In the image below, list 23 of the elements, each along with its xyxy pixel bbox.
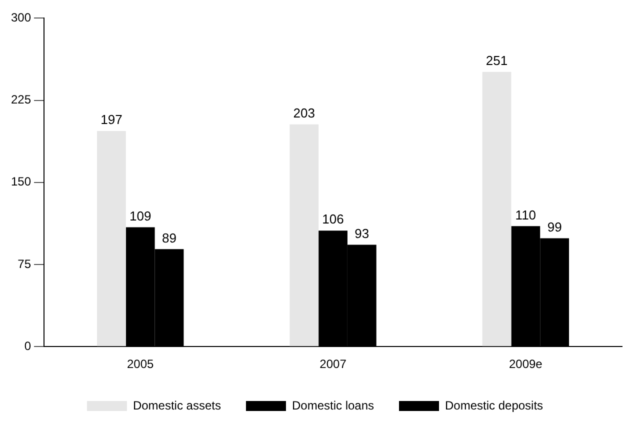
y-tick-label: 300 (10, 10, 32, 25)
bar (482, 72, 512, 346)
data-label: 110 (515, 207, 536, 222)
bar (290, 124, 319, 346)
data-label: 99 (547, 219, 562, 234)
y-tick-label: 225 (10, 92, 32, 107)
bar (97, 130, 126, 346)
data-label: 251 (486, 52, 508, 68)
x-tick-label: 2009e (508, 357, 543, 372)
data-label: 93 (354, 226, 370, 241)
data-label: 106 (322, 212, 344, 227)
legend-label: Domestic deposits (445, 398, 544, 412)
legend-label: Domestic loans (292, 398, 374, 412)
data-label: 109 (130, 208, 152, 224)
y-tick-label: 75 (18, 256, 32, 271)
x-tick-label: 2007 (320, 357, 347, 372)
legend-label: Domestic assets (132, 398, 221, 412)
y-tick-label: 150 (10, 174, 32, 189)
y-tick-label: 0 (24, 338, 32, 353)
x-tick-label: 2005 (127, 357, 154, 372)
data-label: 203 (293, 105, 315, 120)
data-label: 89 (162, 230, 176, 246)
data-label: 197 (100, 112, 122, 128)
